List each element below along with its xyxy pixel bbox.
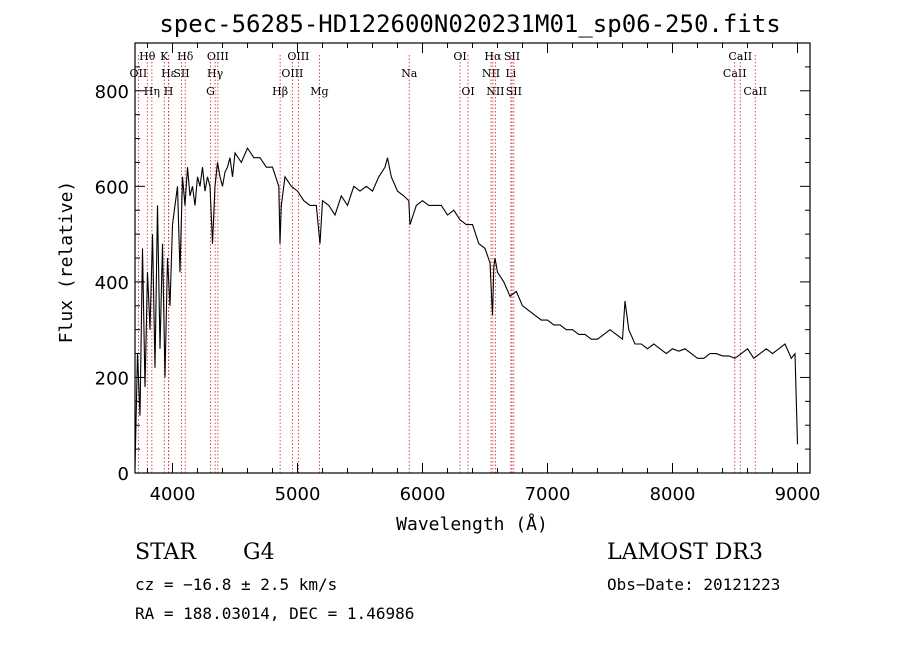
line-marker-label: OI <box>453 50 466 63</box>
line-marker-label: K <box>160 50 169 63</box>
line-marker-label: Hη <box>144 85 160 98</box>
line-marker-label: CaII <box>723 67 747 80</box>
line-marker-label: NII <box>486 85 504 98</box>
chart-title: spec-56285-HD122600N020231M01_sp06-250.f… <box>159 10 780 38</box>
line-marker-label: CaII <box>743 85 767 98</box>
line-marker-label: Hβ <box>272 85 288 98</box>
y-tick-label: 400 <box>95 273 129 294</box>
redshift-value: cz = −16.8 ± 2.5 km/s <box>135 575 338 594</box>
line-marker-label: CaII <box>728 50 752 63</box>
line-marker-label: OIII <box>287 50 309 63</box>
line-marker-label: G <box>206 85 215 98</box>
axis-ticks: 4000 5000 6000 7000 8000 9000 0 200 400 600 800 <box>95 43 821 505</box>
line-marker-label: Hα <box>484 50 502 63</box>
x-tick-label: 4000 <box>150 484 196 505</box>
flux-series-line <box>134 146 799 469</box>
line-marker-label: Hε <box>161 67 177 80</box>
coordinates: RA = 188.03014, DEC = 1.46986 <box>135 604 415 623</box>
object-class: STAR <box>135 540 196 565</box>
x-tick-label: 9000 <box>775 484 821 505</box>
line-marker-label: SII <box>504 50 520 63</box>
line-marker-label: Hγ <box>207 67 224 80</box>
line-marker-label: Hδ <box>177 50 194 63</box>
y-tick-label: 200 <box>95 368 129 389</box>
line-marker-label: OIII <box>207 50 229 63</box>
line-marker-label: Hθ <box>139 50 156 63</box>
y-tick-label: 800 <box>95 82 129 103</box>
line-marker-label: Na <box>401 67 418 80</box>
x-tick-label: 6000 <box>400 484 446 505</box>
line-marker-label: Mg <box>310 85 328 98</box>
observation-date: Obs−Date: 20121223 <box>607 575 781 594</box>
x-tick-label: 5000 <box>275 484 321 505</box>
line-marker-label: Li <box>505 67 516 80</box>
line-marker-label: OII <box>130 67 148 80</box>
line-marker-label: SII <box>173 67 189 80</box>
survey-name: LAMOST DR3 <box>607 540 763 565</box>
x-tick-label: 7000 <box>525 484 571 505</box>
y-axis-label: Flux (relative) <box>56 181 77 344</box>
object-subclass: G4 <box>243 540 275 565</box>
line-marker-label: OIII <box>281 67 303 80</box>
plot-frame <box>134 42 811 474</box>
line-markers: OIIHθHηKHHεHδSIIGHγOIIIHβOIIIOIIIMgNaOIO… <box>130 50 767 473</box>
line-marker-label: SII <box>506 85 522 98</box>
line-marker-label: OI <box>461 85 474 98</box>
x-axis-label: Wavelength (Å) <box>396 513 548 535</box>
y-tick-label: 0 <box>118 464 129 485</box>
line-marker-label: NII <box>482 67 500 80</box>
y-tick-label: 600 <box>95 177 129 198</box>
x-tick-label: 8000 <box>650 484 696 505</box>
